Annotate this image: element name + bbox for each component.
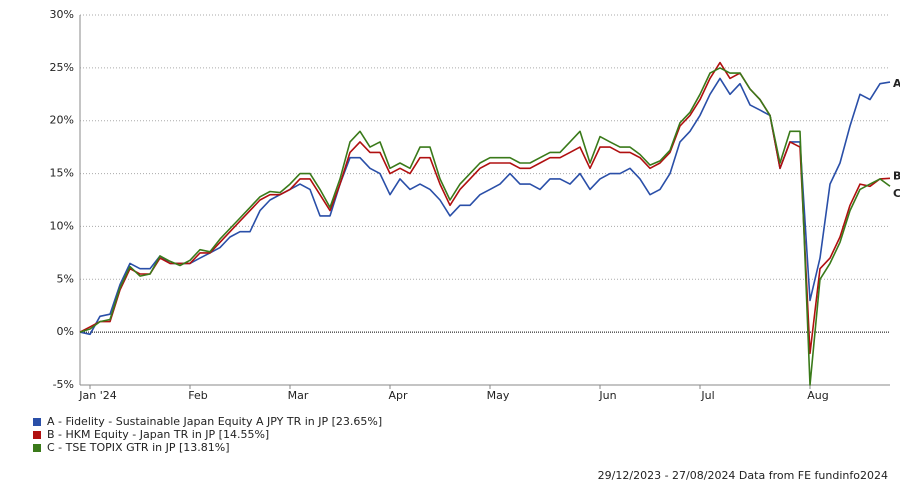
- x-tick-label: Mar: [288, 389, 309, 402]
- x-tick-label: Feb: [188, 389, 207, 402]
- y-tick-label: 15%: [50, 167, 74, 180]
- legend-swatch: [33, 431, 41, 439]
- legend-swatch: [33, 444, 41, 452]
- series-line: [79, 67, 891, 386]
- legend-label: B - HKM Equity - Japan TR in JP [14.55%]: [47, 428, 269, 441]
- y-tick-label: 20%: [50, 114, 74, 127]
- series-end-label: C: [893, 187, 900, 200]
- x-tick-label: Jan '24: [78, 389, 116, 402]
- x-tick-label: Jun: [598, 389, 616, 402]
- legend-swatch: [33, 418, 41, 426]
- y-tick-label: 30%: [50, 8, 74, 21]
- y-tick-label: 25%: [50, 61, 74, 74]
- x-tick-label: Jul: [700, 389, 714, 402]
- footer: 29/12/2023 - 27/08/2024 Data from FE fun…: [598, 469, 888, 482]
- x-tick-label: May: [487, 389, 510, 402]
- series-end-label: A: [893, 77, 900, 90]
- x-tick-label: Apr: [388, 389, 408, 402]
- y-tick-label: 5%: [57, 272, 74, 285]
- series-line: [79, 77, 891, 336]
- y-tick-label: 0%: [57, 325, 74, 338]
- series-line: [79, 61, 891, 355]
- y-tick-label: 10%: [50, 219, 74, 232]
- y-tick-label: -5%: [53, 378, 74, 391]
- x-tick-label: Aug: [807, 389, 828, 402]
- legend-label: C - TSE TOPIX GTR in JP [13.81%]: [47, 441, 230, 454]
- series-end-label: B: [893, 169, 900, 182]
- legend-label: A - Fidelity - Sustainable Japan Equity …: [47, 415, 382, 428]
